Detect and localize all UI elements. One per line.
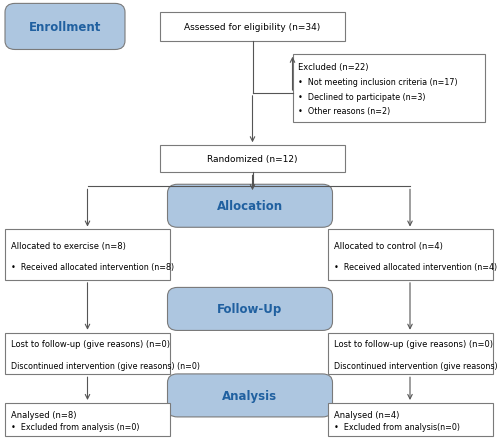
FancyBboxPatch shape bbox=[5, 403, 170, 436]
Text: Randomized (n=12): Randomized (n=12) bbox=[208, 155, 298, 164]
FancyBboxPatch shape bbox=[328, 230, 492, 280]
Text: Follow-Up: Follow-Up bbox=[218, 303, 282, 316]
Text: Enrollment: Enrollment bbox=[29, 21, 101, 34]
Text: Allocation: Allocation bbox=[217, 200, 283, 213]
Text: •  Received allocated intervention (n=4): • Received allocated intervention (n=4) bbox=[334, 262, 496, 271]
Text: Excluded (n=22): Excluded (n=22) bbox=[298, 63, 369, 72]
FancyBboxPatch shape bbox=[5, 4, 125, 50]
Text: •  Excluded from analysis(n=0): • Excluded from analysis(n=0) bbox=[334, 422, 460, 431]
Text: •  Other reasons (n=2): • Other reasons (n=2) bbox=[298, 107, 391, 116]
Text: Discontinued intervention (give reasons) (n=0): Discontinued intervention (give reasons)… bbox=[334, 361, 500, 370]
FancyBboxPatch shape bbox=[328, 333, 492, 374]
Text: •  Declined to participate (n=3): • Declined to participate (n=3) bbox=[298, 92, 426, 102]
Text: Lost to follow-up (give reasons) (n=0): Lost to follow-up (give reasons) (n=0) bbox=[334, 339, 492, 348]
FancyBboxPatch shape bbox=[160, 13, 345, 42]
Text: Allocated to exercise (n=8): Allocated to exercise (n=8) bbox=[11, 241, 126, 250]
FancyBboxPatch shape bbox=[5, 230, 170, 280]
Text: Analysed (n=4): Analysed (n=4) bbox=[334, 410, 399, 419]
Text: •  Received allocated intervention (n=8): • Received allocated intervention (n=8) bbox=[11, 262, 174, 271]
Text: Analysis: Analysis bbox=[222, 389, 278, 402]
Text: •  Not meeting inclusion criteria (n=17): • Not meeting inclusion criteria (n=17) bbox=[298, 78, 458, 87]
Text: Analysed (n=8): Analysed (n=8) bbox=[11, 410, 76, 419]
Text: Assessed for eligibility (n=34): Assessed for eligibility (n=34) bbox=[184, 23, 320, 32]
FancyBboxPatch shape bbox=[328, 403, 492, 436]
Text: •  Excluded from analysis (n=0): • Excluded from analysis (n=0) bbox=[11, 422, 140, 431]
FancyBboxPatch shape bbox=[160, 146, 345, 173]
FancyBboxPatch shape bbox=[168, 374, 332, 417]
FancyBboxPatch shape bbox=[168, 288, 332, 331]
FancyBboxPatch shape bbox=[292, 55, 485, 123]
Text: Allocated to control (n=4): Allocated to control (n=4) bbox=[334, 241, 442, 250]
FancyBboxPatch shape bbox=[5, 333, 170, 374]
Text: Lost to follow-up (give reasons) (n=0): Lost to follow-up (give reasons) (n=0) bbox=[11, 339, 170, 348]
Text: Discontinued intervention (give reasons) (n=0): Discontinued intervention (give reasons)… bbox=[11, 361, 200, 370]
FancyBboxPatch shape bbox=[168, 185, 332, 228]
